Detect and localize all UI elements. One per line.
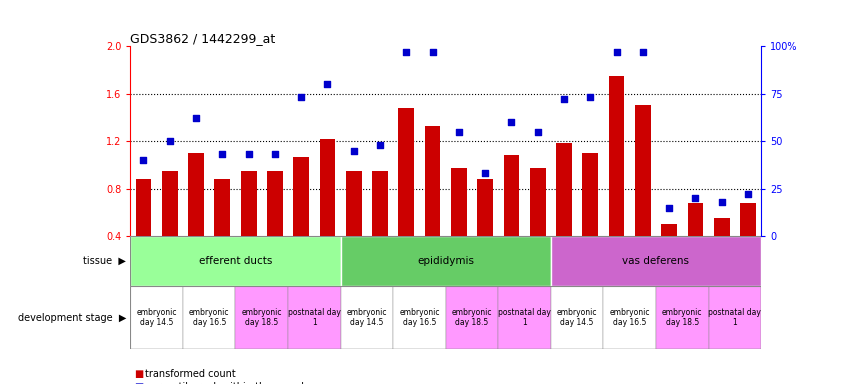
Point	[689, 195, 702, 201]
Text: transformed count: transformed count	[145, 369, 236, 379]
Bar	[393, 286, 446, 349]
Point	[320, 81, 334, 87]
Point	[531, 129, 544, 135]
Bar	[530, 169, 546, 236]
Point	[347, 147, 361, 154]
Point	[663, 205, 676, 211]
Text: epididymis: epididymis	[417, 256, 474, 266]
Bar	[130, 236, 341, 286]
Point	[584, 94, 597, 101]
Point	[479, 170, 492, 177]
Point	[426, 49, 439, 55]
Text: GDS3862 / 1442299_at: GDS3862 / 1442299_at	[130, 32, 276, 45]
Bar	[714, 218, 729, 236]
Bar	[288, 286, 341, 349]
Bar	[656, 286, 708, 349]
Bar	[609, 76, 624, 236]
Text: embryonic
day 14.5: embryonic day 14.5	[557, 308, 597, 328]
Bar	[687, 203, 703, 236]
Bar	[498, 286, 551, 349]
Bar	[582, 153, 598, 236]
Point	[715, 199, 728, 205]
Bar	[241, 171, 257, 236]
Text: embryonic
day 16.5: embryonic day 16.5	[399, 308, 440, 328]
Text: postnatal day
1: postnatal day 1	[498, 308, 551, 328]
Text: vas deferens: vas deferens	[622, 256, 690, 266]
Text: ■: ■	[135, 382, 144, 384]
Text: ■: ■	[135, 369, 144, 379]
Point	[636, 49, 649, 55]
Bar	[425, 126, 441, 236]
Text: embryonic
day 18.5: embryonic day 18.5	[662, 308, 702, 328]
Point	[373, 142, 387, 148]
Point	[137, 157, 151, 163]
Point	[189, 115, 203, 121]
Bar	[446, 286, 498, 349]
Text: efferent ducts: efferent ducts	[198, 256, 272, 266]
Bar	[399, 108, 414, 236]
Bar	[135, 179, 151, 236]
Bar	[556, 144, 572, 236]
Bar	[661, 224, 677, 236]
Text: postnatal day
1: postnatal day 1	[288, 308, 341, 328]
Point	[610, 49, 623, 55]
Bar	[504, 156, 519, 236]
Point	[558, 96, 571, 103]
Bar	[267, 171, 283, 236]
Text: tissue  ▶: tissue ▶	[83, 256, 126, 266]
Bar	[372, 171, 388, 236]
Bar	[708, 286, 761, 349]
Bar	[551, 286, 603, 349]
Bar	[635, 106, 651, 236]
Text: percentile rank within the sample: percentile rank within the sample	[145, 382, 310, 384]
Text: embryonic
day 16.5: embryonic day 16.5	[610, 308, 650, 328]
Point	[741, 191, 754, 197]
Bar	[320, 139, 336, 236]
Text: embryonic
day 18.5: embryonic day 18.5	[452, 308, 492, 328]
Point	[268, 151, 282, 157]
Bar	[346, 171, 362, 236]
Bar	[214, 179, 230, 236]
Text: embryonic
day 14.5: embryonic day 14.5	[346, 308, 387, 328]
Point	[452, 129, 466, 135]
Bar	[740, 203, 756, 236]
Bar	[161, 171, 177, 236]
Bar	[451, 169, 467, 236]
Bar	[551, 236, 761, 286]
Bar	[477, 179, 493, 236]
Text: development stage  ▶: development stage ▶	[18, 313, 126, 323]
Text: embryonic
day 16.5: embryonic day 16.5	[189, 308, 230, 328]
Point	[505, 119, 518, 125]
Point	[294, 94, 308, 101]
Text: postnatal day
1: postnatal day 1	[708, 308, 761, 328]
Bar	[341, 236, 551, 286]
Point	[242, 151, 256, 157]
Bar	[603, 286, 656, 349]
Bar	[130, 286, 182, 349]
Bar	[235, 286, 288, 349]
Bar	[294, 157, 309, 236]
Text: embryonic
day 18.5: embryonic day 18.5	[241, 308, 282, 328]
Bar	[341, 286, 393, 349]
Bar	[182, 286, 235, 349]
Point	[399, 49, 413, 55]
Point	[163, 138, 177, 144]
Point	[215, 151, 229, 157]
Text: embryonic
day 14.5: embryonic day 14.5	[136, 308, 177, 328]
Bar	[188, 153, 204, 236]
